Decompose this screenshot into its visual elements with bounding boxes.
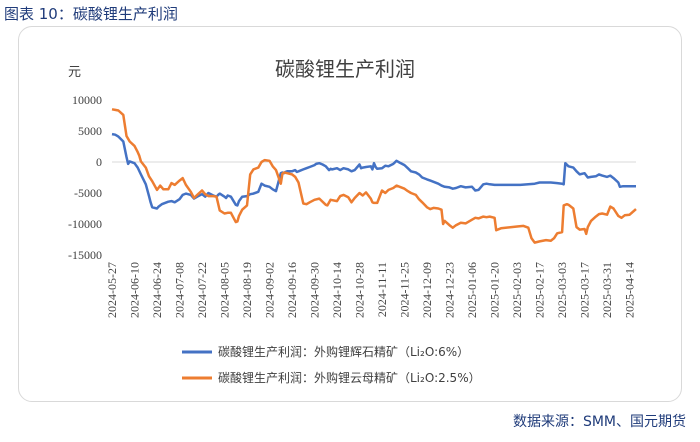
x-tick-label: 2024-06-24 [150, 262, 164, 318]
x-tick-label: 2024-05-27 [105, 262, 119, 318]
x-tick-label: 2024-12-09 [420, 262, 434, 318]
x-tick-label: 2024-09-30 [308, 262, 322, 318]
x-tick-label: 2025-03-17 [578, 262, 592, 318]
x-tick-label: 2025-04-14 [623, 262, 637, 318]
x-tick-label: 2025-02-17 [533, 262, 547, 318]
x-tick-label: 2024-09-16 [285, 262, 299, 318]
x-tick-label: 2025-01-20 [488, 262, 502, 318]
x-tick-label: 2025-01-06 [465, 262, 479, 318]
y-tick-label: 0 [96, 155, 102, 169]
legend: 碳酸锂生产利润：外购锂辉石精矿（Li₂O:6%） 碳酸锂生产利润：外购锂云母精矿（… [182, 344, 481, 385]
x-tick-label: 2025-02-03 [510, 262, 524, 318]
y-tick-label: -10000 [68, 217, 102, 231]
y-axis-ticks: 10000 5000 0 -5000 -10000 -15000 [68, 93, 102, 262]
y-unit-label: 元 [68, 65, 81, 80]
x-axis-ticks: 2024-05-27 2024-06-10 2024-06-24 2024-07-08… [105, 262, 637, 318]
x-tick-label: 2024-08-19 [240, 262, 254, 318]
x-tick-label: 2024-10-28 [353, 262, 367, 318]
x-tick-label: 2024-12-23 [443, 262, 457, 318]
y-tick-label: 5000 [78, 124, 102, 138]
x-tick-label: 2024-07-08 [173, 262, 187, 318]
x-tick-label: 2024-06-10 [128, 262, 142, 318]
y-tick-label: -15000 [68, 248, 102, 262]
data-source-note: 数据来源：SMM、国元期货 [512, 414, 686, 430]
x-tick-label: 2024-07-22 [195, 262, 209, 318]
chart-frame [18, 26, 682, 402]
x-tick-label: 2024-11-11 [375, 262, 389, 317]
x-tick-label: 2024-08-05 [218, 262, 232, 318]
y-tick-label: 10000 [72, 93, 102, 107]
series-line-2 [111, 108, 637, 244]
x-tick-label: 2024-09-02 [263, 262, 277, 318]
series-lines [111, 108, 637, 244]
legend-label-2: 碳酸锂生产利润：外购锂云母精矿（Li₂O:2.5%） [218, 370, 481, 385]
x-tick-label: 2025-03-03 [555, 262, 569, 318]
x-tick-label: 2024-10-14 [330, 262, 344, 318]
figure-caption: 图表 10：碳酸锂生产利润 [4, 5, 178, 23]
x-tick-label: 2025-03-31 [600, 262, 614, 318]
chart-title: 碳酸锂生产利润 [275, 57, 415, 81]
x-tick-label: 2024-11-25 [398, 262, 412, 318]
legend-label-1: 碳酸锂生产利润：外购锂辉石精矿（Li₂O:6%） [218, 344, 469, 359]
series-line-1 [111, 132, 636, 210]
y-tick-label: -5000 [74, 186, 102, 200]
